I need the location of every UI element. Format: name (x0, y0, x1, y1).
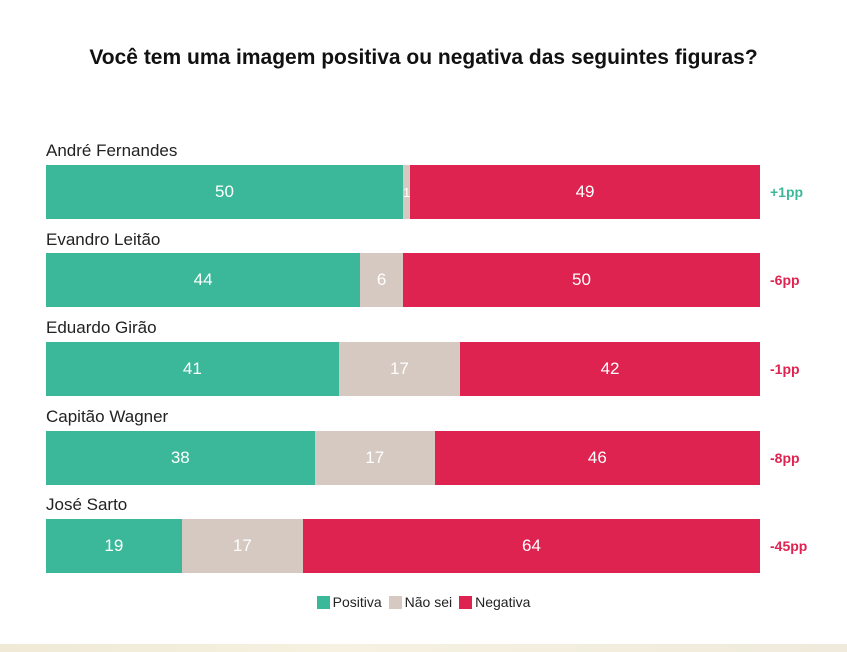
bar-segment-nao-sei: 6 (360, 253, 403, 307)
data-label: 17 (232, 536, 252, 555)
bar-segment-positiva: 44 (46, 253, 361, 307)
category-label: André Fernandes (46, 141, 178, 160)
legend-swatch-positiva (316, 595, 330, 609)
category-label: Eduardo Girão (46, 318, 157, 337)
category-label: José Sarto (46, 495, 128, 514)
category-label: Evandro Leitão (46, 230, 161, 249)
data-label: 17 (365, 448, 385, 467)
difference-label: -6pp (770, 272, 800, 288)
bar-segment-nao-sei: 17 (314, 431, 435, 485)
bar-segment-nao-sei: 1 (403, 165, 411, 219)
bar-row: 50 1 49 (46, 165, 760, 219)
bar-segment-positiva: 50 (46, 165, 403, 219)
difference-label: +1pp (770, 184, 804, 200)
bar-segment-negativa: 50 (402, 253, 760, 307)
data-label: 6 (376, 270, 387, 289)
legend-item-nao-sei: Não sei (388, 594, 453, 610)
category-label: Capitão Wagner (46, 407, 169, 426)
bar-segment-negativa: 49 (410, 165, 760, 219)
data-label: 64 (522, 536, 541, 555)
difference-label: -8pp (770, 450, 800, 466)
legend-item-negativa: Negativa (459, 594, 530, 610)
legend-swatch-negativa (459, 595, 473, 609)
bar-segment-negativa: 46 (434, 431, 760, 485)
data-label: 50 (572, 270, 591, 289)
bar-segment-nao-sei: 17 (338, 342, 461, 396)
bar-row: 41 17 42 (46, 342, 760, 396)
legend-item-positiva: Positiva (316, 594, 382, 610)
data-label: 42 (600, 359, 620, 378)
data-label: 50 (215, 182, 234, 201)
difference-label: -45pp (770, 538, 808, 554)
data-label: 17 (389, 359, 409, 378)
data-label: 49 (575, 182, 595, 201)
legend-swatch-nao-sei (388, 595, 402, 609)
data-label: 38 (170, 448, 190, 467)
data-label: 1 (403, 184, 411, 200)
bar-segment-negativa: 42 (460, 342, 760, 396)
difference-label: -1pp (770, 361, 800, 377)
bar-segment-negativa: 64 (303, 519, 760, 573)
legend-label-nao-sei: Não sei (404, 594, 453, 610)
data-label: 41 (182, 359, 202, 378)
bar-segment-positiva: 38 (46, 431, 315, 485)
bar-row: 19 17 64 (46, 519, 760, 573)
legend-label-positiva: Positiva (332, 594, 382, 610)
bar-segment-positiva: 41 (46, 342, 339, 396)
data-label: 19 (104, 536, 124, 555)
bar-segment-positiva: 19 (46, 519, 182, 573)
data-label: 46 (587, 448, 607, 467)
bar-segment-nao-sei: 17 (181, 519, 304, 573)
bottom-decorative-strip (0, 644, 847, 652)
data-label: 44 (193, 270, 213, 289)
bar-row: 44 6 50 (46, 253, 760, 307)
bar-row: 38 17 46 (46, 431, 760, 485)
legend: Positiva Não sei Negativa (0, 594, 847, 610)
chart-title: Você tem uma imagem positiva ou negativa… (89, 46, 758, 69)
legend-label-negativa: Negativa (475, 594, 531, 610)
